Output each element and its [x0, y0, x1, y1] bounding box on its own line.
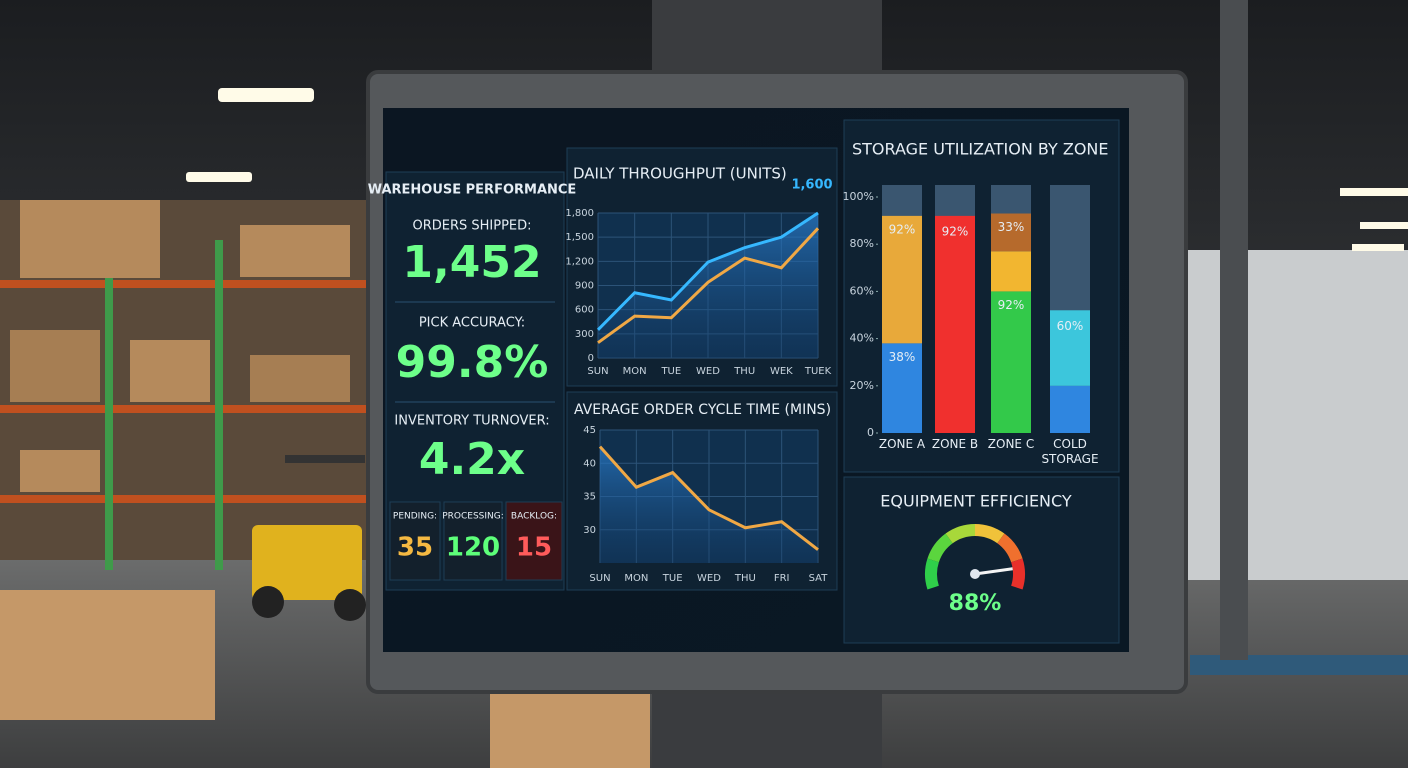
cycle-title: AVERAGE ORDER CYCLE TIME (MINS)	[574, 402, 831, 418]
x-tick-label: THU	[734, 573, 756, 584]
throughput-title: DAILY THROUGHPUT (UNITS)	[573, 165, 787, 183]
kpi-title: WAREHOUSE PERFORMANCE	[368, 183, 577, 198]
gauge-value: 88%	[949, 591, 1002, 616]
line	[596, 211, 819, 331]
x-tick-label: MON	[624, 573, 648, 584]
x-tick-label: TUE	[660, 366, 681, 377]
back-wall	[1180, 250, 1408, 580]
y-tick-label: 80%	[850, 237, 874, 250]
gauge-panel	[843, 476, 1120, 644]
bar-label: 60%	[1057, 319, 1084, 333]
gauge-arc	[974, 524, 1005, 544]
status-box	[389, 501, 441, 581]
bar-label: 33%	[998, 220, 1025, 234]
bar-segment	[1050, 385, 1090, 433]
kpi-value: 99.8%	[396, 337, 549, 388]
bar-segment	[1050, 310, 1090, 386]
status-box	[443, 501, 503, 581]
x-tick-label: TUEK	[804, 366, 832, 377]
x-tick-label: TUE	[662, 573, 683, 584]
x-tick-label: ZONE B	[931, 437, 979, 451]
y-tick-label: 35	[583, 492, 596, 503]
gauge-arc	[945, 524, 976, 544]
x-tick-label: WED	[697, 573, 721, 584]
x-tick-label: FRI	[774, 573, 790, 584]
y-tick-label: 1,800	[565, 208, 594, 219]
peak-label: 1,600	[791, 178, 832, 193]
kpi-value: 4.2x	[419, 434, 525, 485]
kpi-label: INVENTORY TURNOVER:	[394, 414, 549, 429]
line	[598, 445, 819, 551]
x-tick-label: COLD STORAGE	[1041, 437, 1099, 466]
kpi-value: 1,452	[402, 237, 541, 288]
shelving	[0, 200, 650, 768]
y-tick-label: 1,200	[565, 256, 594, 267]
x-label: ZONE B	[931, 437, 979, 451]
status-value: 15	[516, 533, 552, 563]
gauge-arc	[927, 533, 953, 563]
area	[600, 446, 818, 563]
y-tick-label: 0	[867, 426, 874, 439]
gauge-arc	[997, 533, 1023, 563]
status-value: 35	[397, 533, 433, 563]
y-tick-label: 600	[575, 305, 594, 316]
bar-segment	[882, 343, 922, 433]
x-tick-label: SUN	[589, 573, 610, 584]
kpi-label: ORDERS SHIPPED:	[412, 219, 531, 234]
y-tick-label: 30	[583, 525, 596, 536]
gauge-needle	[974, 567, 1013, 576]
bar-segment	[935, 215, 975, 433]
bar-segment	[991, 213, 1031, 252]
x-tick-label: MON	[623, 366, 647, 377]
y-tick-label: 0	[588, 353, 594, 364]
y-tick-label: 900	[575, 281, 594, 292]
y-tick-label: 60%	[850, 284, 874, 297]
bar-label: 92%	[998, 298, 1025, 312]
status-label: PROCESSING:	[442, 512, 504, 522]
gauge-title: EQUIPMENT EFFICIENCY	[880, 492, 1072, 511]
kpi-label: PICK ACCURACY:	[419, 316, 525, 331]
status-value: 120	[446, 533, 500, 563]
status-label: PENDING:	[393, 512, 437, 522]
bar-label: 92%	[942, 224, 969, 238]
bar-segment	[991, 251, 1031, 292]
gauge-arc	[1011, 558, 1025, 590]
y-tick-label: 40	[583, 458, 596, 469]
bar-segment	[991, 291, 1031, 433]
storage-title: STORAGE UTILIZATION BY ZONE	[852, 140, 1108, 159]
status-box	[505, 501, 563, 581]
ceiling-lights	[186, 88, 1408, 251]
y-tick-label: 20%	[850, 379, 874, 392]
x-tick-label: THU	[733, 366, 755, 377]
x-tick-label: ZONE C	[987, 437, 1035, 451]
x-label: ZONE C	[987, 437, 1035, 451]
y-tick-label: 40%	[850, 332, 874, 345]
x-label: COLD STORAGE	[1041, 437, 1099, 466]
gauge-arc	[925, 558, 939, 590]
x-tick-label: WEK	[770, 366, 793, 377]
x-label: ZONE A	[878, 437, 926, 451]
y-tick-label: 45	[583, 425, 596, 436]
bar-label: 38%	[889, 350, 916, 364]
bar-segment	[882, 215, 922, 344]
column	[1220, 0, 1248, 660]
line	[597, 227, 820, 344]
status-label: BACKLOG:	[511, 512, 557, 522]
x-tick-label: SAT	[809, 573, 829, 584]
y-tick-label: 300	[575, 329, 594, 340]
gauge-hub	[970, 569, 980, 579]
x-tick-label: ZONE A	[878, 437, 926, 451]
x-tick-label: WED	[696, 366, 720, 377]
y-tick-label: 100%	[843, 190, 874, 203]
forklift	[252, 455, 366, 621]
y-tick-label: 1,500	[565, 232, 594, 243]
area	[598, 213, 818, 358]
x-tick-label: SUN	[587, 366, 608, 377]
bar-label: 92%	[889, 222, 916, 236]
